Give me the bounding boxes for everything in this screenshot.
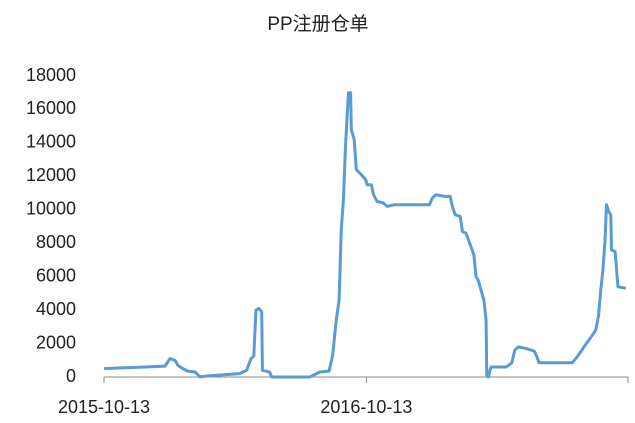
y-tick-label: 16000 [26,98,76,118]
y-tick-label: 18000 [26,65,76,85]
y-tick-label: 10000 [26,199,76,219]
y-tick-label: 0 [66,366,76,386]
y-tick-label: 4000 [36,299,76,319]
y-tick-label: 14000 [26,132,76,152]
y-tick-label: 8000 [36,232,76,252]
y-tick-label: 2000 [36,332,76,352]
y-tick-label: 6000 [36,265,76,285]
line-series [103,91,627,379]
chart-title: PP注册仓单 [267,13,368,35]
y-tick-label: 12000 [26,165,76,185]
x-tick-label: 2015-10-13 [58,397,150,417]
x-tick-label: 2016-10-13 [320,397,412,417]
